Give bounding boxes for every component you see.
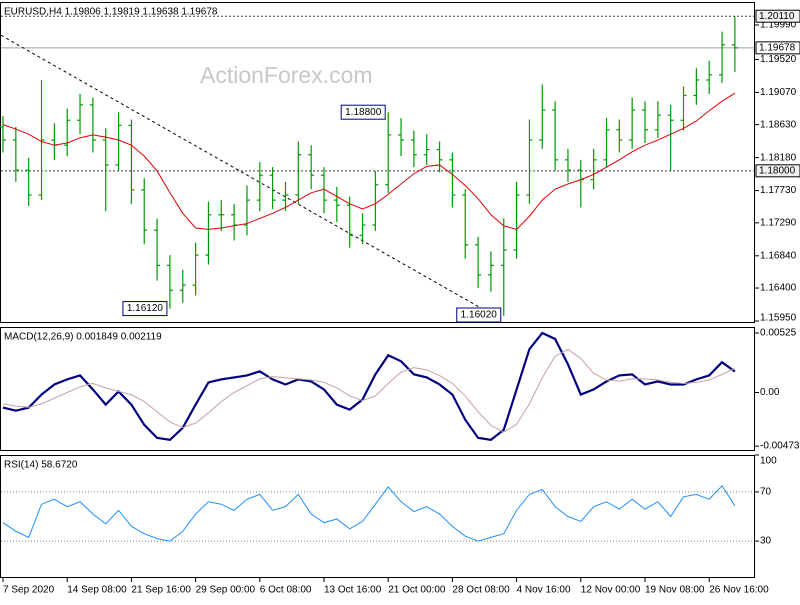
panel-border bbox=[0, 2, 755, 323]
annotation-box bbox=[456, 307, 502, 323]
x-tick-label: 28 Oct 08:00 bbox=[452, 585, 510, 596]
x-tick-label: 13 Oct 16:00 bbox=[324, 585, 382, 596]
y-tick-label: 1.18630 bbox=[760, 119, 797, 130]
annotation-label: 1.16120 bbox=[127, 303, 164, 314]
y-tick-label: 1.15950 bbox=[760, 313, 797, 324]
y-tick-label: 0.00525 bbox=[760, 328, 797, 339]
panel-border bbox=[0, 455, 755, 578]
trend-line bbox=[0, 34, 496, 317]
indicator-line bbox=[2, 348, 736, 433]
annotation-box bbox=[122, 301, 168, 317]
panel-border bbox=[0, 327, 755, 451]
x-tick-label: 7 Sep 2020 bbox=[3, 585, 55, 596]
panel-title: MACD(12,26,9) 0.001849 0.002119 bbox=[4, 332, 162, 343]
y-tick-label: 1.16840 bbox=[760, 250, 797, 261]
indicator-line bbox=[2, 331, 736, 442]
y-tick-label: 1.19990 bbox=[760, 20, 797, 31]
y-tick-label: 1.17730 bbox=[760, 185, 797, 196]
annotation-label: 1.18800 bbox=[345, 107, 382, 118]
y-tick-label: 1.19070 bbox=[760, 87, 797, 98]
level-label: 1.20110 bbox=[759, 11, 795, 22]
level-label-box bbox=[755, 164, 800, 178]
y-tick-label: 100 bbox=[760, 456, 777, 467]
moving-average bbox=[2, 92, 736, 230]
y-tick-label: 1.17290 bbox=[760, 217, 797, 228]
x-tick-label: 21 Sep 16:00 bbox=[131, 585, 191, 596]
panel-title: RSI(14) 58.6720 bbox=[4, 460, 78, 471]
x-tick-label: 26 Nov 16:00 bbox=[709, 585, 769, 596]
x-tick-label: 14 Sep 08:00 bbox=[67, 585, 127, 596]
panel-title: EURUSD,H4 1.19806 1.19819 1.19638 1.1967… bbox=[4, 7, 218, 18]
y-tick-label: 30 bbox=[760, 536, 772, 547]
y-tick-label: -0.004732 bbox=[760, 441, 800, 452]
annotation-label: 1.16020 bbox=[461, 310, 498, 321]
level-label: 1.18000 bbox=[759, 165, 796, 176]
level-label-box bbox=[755, 9, 800, 23]
x-tick-label: 4 Nov 16:00 bbox=[517, 585, 571, 596]
watermark: ActionForex.com bbox=[200, 62, 373, 88]
x-tick-label: 29 Sep 00:00 bbox=[196, 585, 256, 596]
y-tick-label: 1.16400 bbox=[760, 283, 797, 294]
indicator-line bbox=[2, 484, 736, 542]
x-tick-label: 6 Oct 08:00 bbox=[260, 585, 312, 596]
y-tick-label: 1.18180 bbox=[760, 152, 797, 163]
annotation-box bbox=[340, 104, 386, 120]
x-tick-label: 21 Oct 00:00 bbox=[388, 585, 446, 596]
y-tick-label: 70 bbox=[760, 487, 772, 498]
x-tick-label: 12 Nov 00:00 bbox=[581, 585, 641, 596]
y-tick-label: 0.00 bbox=[760, 387, 780, 398]
x-tick-label: 19 Nov 08:00 bbox=[645, 585, 705, 596]
level-label: 1.19678 bbox=[759, 43, 796, 54]
level-label-box bbox=[755, 41, 800, 55]
y-tick-label: 1.19520 bbox=[760, 54, 797, 65]
